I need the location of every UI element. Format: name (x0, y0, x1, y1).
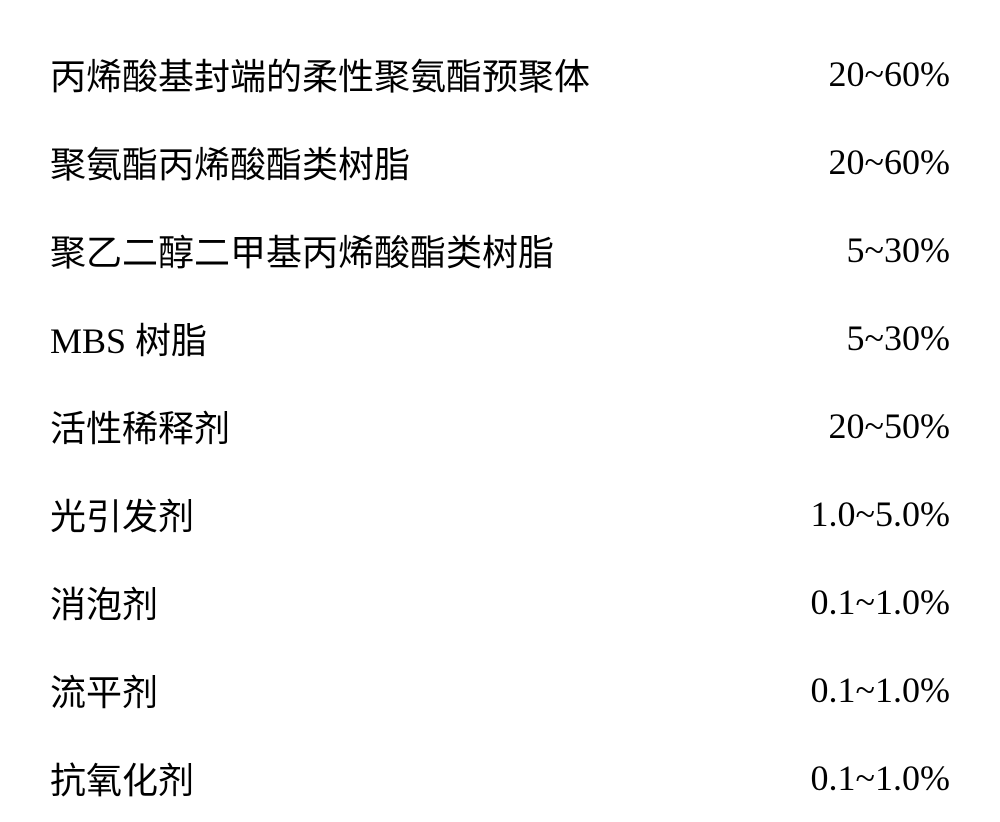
component-label: 丙烯酸基封端的柔性聚氨酯预聚体 (50, 30, 765, 118)
component-value: 20~60% (765, 118, 950, 206)
table-row: MBS 树脂 5~30% (50, 294, 950, 382)
component-value: 0.1~1.0% (765, 734, 950, 822)
table-row: 消泡剂 0.1~1.0% (50, 558, 950, 646)
component-label: 流平剂 (50, 646, 765, 734)
component-value: 5~30% (765, 206, 950, 294)
component-label: 活性稀释剂 (50, 382, 765, 470)
component-value: 0.1~1.0% (765, 558, 950, 646)
table-row: 聚乙二醇二甲基丙烯酸酯类树脂 5~30% (50, 206, 950, 294)
table-row: 活性稀释剂 20~50% (50, 382, 950, 470)
component-label: MBS 树脂 (50, 294, 765, 382)
component-label: 聚乙二醇二甲基丙烯酸酯类树脂 (50, 206, 765, 294)
table-row: 丙烯酸基封端的柔性聚氨酯预聚体 20~60% (50, 30, 950, 118)
component-value: 5~30% (765, 294, 950, 382)
component-value: 20~60% (765, 30, 950, 118)
table-row: 流平剂 0.1~1.0% (50, 646, 950, 734)
table-row: 聚氨酯丙烯酸酯类树脂 20~60% (50, 118, 950, 206)
composition-table: 丙烯酸基封端的柔性聚氨酯预聚体 20~60% 聚氨酯丙烯酸酯类树脂 20~60%… (50, 30, 950, 822)
table-row: 抗氧化剂 0.1~1.0% (50, 734, 950, 822)
component-value: 0.1~1.0% (765, 646, 950, 734)
component-label: 消泡剂 (50, 558, 765, 646)
component-label: 光引发剂 (50, 470, 765, 558)
component-label: 抗氧化剂 (50, 734, 765, 822)
table-row: 光引发剂 1.0~5.0% (50, 470, 950, 558)
component-label: 聚氨酯丙烯酸酯类树脂 (50, 118, 765, 206)
component-value: 1.0~5.0% (765, 470, 950, 558)
component-value: 20~50% (765, 382, 950, 470)
